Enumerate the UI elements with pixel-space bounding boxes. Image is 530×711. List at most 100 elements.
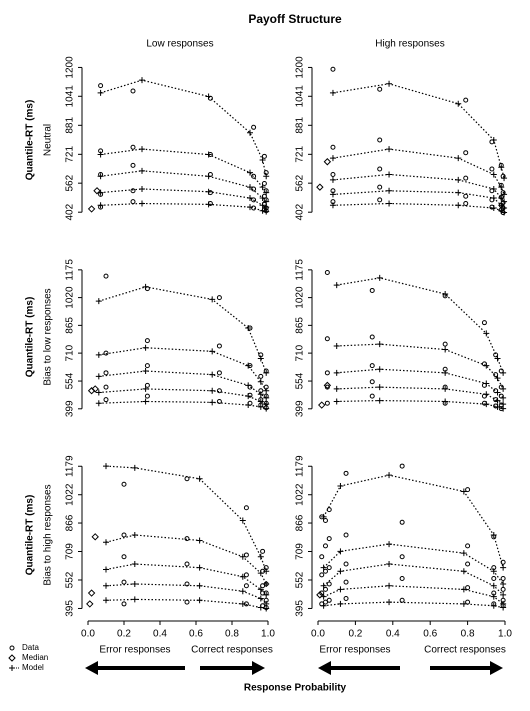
model-point bbox=[97, 89, 104, 96]
data-point bbox=[144, 286, 150, 292]
data-point bbox=[121, 554, 127, 560]
arrow bbox=[318, 661, 400, 675]
data-point bbox=[463, 97, 469, 103]
data-point bbox=[263, 581, 269, 587]
data-point bbox=[121, 579, 127, 585]
model-point bbox=[455, 189, 462, 196]
data-point bbox=[463, 175, 469, 181]
arrow bbox=[85, 661, 185, 675]
data-point bbox=[251, 205, 257, 211]
data-point bbox=[465, 561, 471, 567]
data-point bbox=[489, 188, 495, 194]
y-tick-label: 395 bbox=[65, 600, 76, 617]
data-point bbox=[263, 197, 269, 203]
data-point bbox=[500, 576, 506, 582]
title: Payoff Structure bbox=[248, 12, 342, 26]
model-point bbox=[376, 397, 383, 404]
data-point bbox=[463, 200, 469, 206]
x-tick-label: 0.0 bbox=[81, 629, 95, 640]
model-point bbox=[333, 398, 340, 405]
data-point bbox=[322, 568, 328, 574]
data-point bbox=[377, 86, 383, 92]
model-point bbox=[460, 488, 467, 495]
model-point bbox=[386, 599, 393, 606]
data-point bbox=[243, 505, 249, 511]
y-tick-label: 865 bbox=[295, 317, 306, 334]
data-point bbox=[326, 597, 332, 603]
data-point bbox=[489, 166, 495, 172]
data-point bbox=[326, 507, 332, 513]
data-point bbox=[263, 565, 269, 571]
model-point bbox=[442, 346, 449, 353]
model-point bbox=[257, 595, 264, 602]
data-point bbox=[326, 536, 332, 542]
data-point bbox=[493, 397, 499, 403]
data-point bbox=[243, 601, 249, 607]
data-point bbox=[261, 181, 267, 187]
data-point bbox=[319, 572, 325, 578]
data-point bbox=[330, 66, 336, 72]
y-tick-label: 1020 bbox=[295, 286, 306, 309]
data-point bbox=[243, 583, 249, 589]
y-tick-label: 399 bbox=[65, 400, 76, 417]
model-point bbox=[386, 561, 393, 568]
data-point bbox=[491, 601, 497, 607]
y-tick-label: 865 bbox=[65, 317, 76, 334]
model-point bbox=[142, 344, 149, 351]
data-point bbox=[498, 368, 504, 374]
data-point bbox=[184, 581, 190, 587]
data-point bbox=[498, 402, 504, 408]
model-line bbox=[100, 170, 267, 203]
model-point bbox=[139, 167, 145, 174]
data-point bbox=[207, 95, 213, 101]
data-point bbox=[500, 586, 506, 592]
y-tick-label: 866 bbox=[295, 514, 306, 531]
model-point bbox=[500, 591, 507, 598]
model-point bbox=[442, 369, 449, 376]
model-point bbox=[95, 400, 102, 407]
data-point bbox=[260, 568, 266, 574]
model-point bbox=[501, 198, 508, 205]
x-tick-label: 0.8 bbox=[225, 629, 239, 640]
y-tick-label: 1175 bbox=[65, 259, 76, 281]
model-point bbox=[263, 387, 270, 394]
model-point bbox=[337, 600, 344, 607]
model-point bbox=[95, 298, 102, 305]
data-point bbox=[98, 191, 104, 197]
data-point bbox=[247, 363, 253, 369]
data-point bbox=[207, 152, 213, 158]
x-tick-label: 0.0 bbox=[311, 629, 325, 640]
legend-label: Median bbox=[22, 653, 48, 662]
data-point bbox=[216, 370, 222, 376]
model-point bbox=[209, 296, 216, 303]
y-tick-label: 554 bbox=[295, 372, 306, 389]
arrow-label: Correct responses bbox=[424, 645, 506, 656]
model-point bbox=[386, 200, 393, 207]
model-point bbox=[460, 568, 467, 575]
arrow-label: Error responses bbox=[319, 645, 390, 656]
model-point bbox=[239, 517, 246, 524]
y-tick-label: 1020 bbox=[65, 286, 76, 309]
arrow bbox=[430, 661, 503, 675]
y-tick-label: 721 bbox=[65, 146, 76, 163]
legend-label: Data bbox=[22, 643, 39, 652]
data-point bbox=[377, 166, 383, 172]
data-point bbox=[144, 338, 150, 344]
data-point bbox=[258, 388, 264, 394]
data-point bbox=[103, 350, 109, 356]
data-point bbox=[207, 200, 213, 206]
data-point bbox=[369, 334, 375, 340]
model-point bbox=[376, 366, 383, 373]
model-line bbox=[332, 173, 505, 203]
y-tick-label: 1179 bbox=[295, 455, 306, 477]
column-title: Low responses bbox=[146, 39, 213, 50]
y-tick-label: 881 bbox=[295, 117, 306, 134]
data-point bbox=[184, 561, 190, 567]
model-point bbox=[239, 588, 246, 595]
legend-marker bbox=[8, 654, 16, 662]
data-point bbox=[263, 400, 269, 406]
data-point bbox=[330, 171, 336, 177]
data-point bbox=[343, 561, 349, 567]
model-point bbox=[376, 274, 383, 281]
